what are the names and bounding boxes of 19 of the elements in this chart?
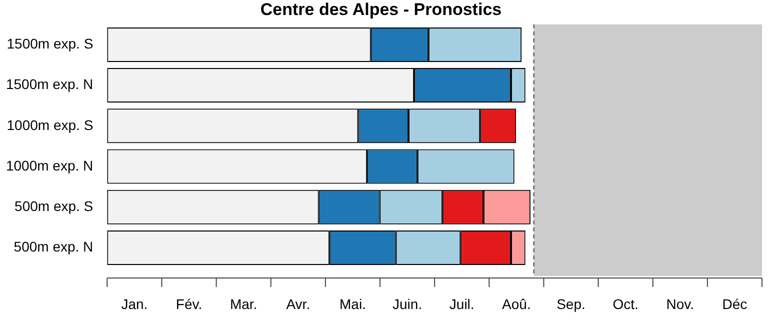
text: Juin.	[392, 296, 422, 312]
text: Oct.	[612, 296, 638, 312]
text: Fév.	[176, 296, 202, 312]
y-tick-label: 1000m exp. S	[6, 116, 94, 133]
y-tick-label: 1500m exp. N	[6, 76, 94, 92]
text: Juil.	[449, 296, 474, 312]
text: Nov.	[666, 296, 694, 312]
text: Sep.	[556, 296, 586, 312]
y-tick-label: 1000m exp. N	[6, 157, 94, 174]
text: Mar.	[230, 296, 258, 312]
text: Aoû.	[502, 296, 531, 312]
text: Déc	[722, 296, 748, 312]
y-tick-label: 500m exp. N	[14, 238, 94, 255]
y-tick-label: 1500m exp. S	[6, 36, 94, 52]
text: Jan.	[121, 296, 148, 312]
text: Mai.	[339, 296, 366, 312]
text: Avr.	[286, 296, 310, 312]
chart-title: Centre des Alpes - Pronostics	[260, 0, 502, 19]
y-tick-label: 500m exp. S	[14, 198, 94, 214]
